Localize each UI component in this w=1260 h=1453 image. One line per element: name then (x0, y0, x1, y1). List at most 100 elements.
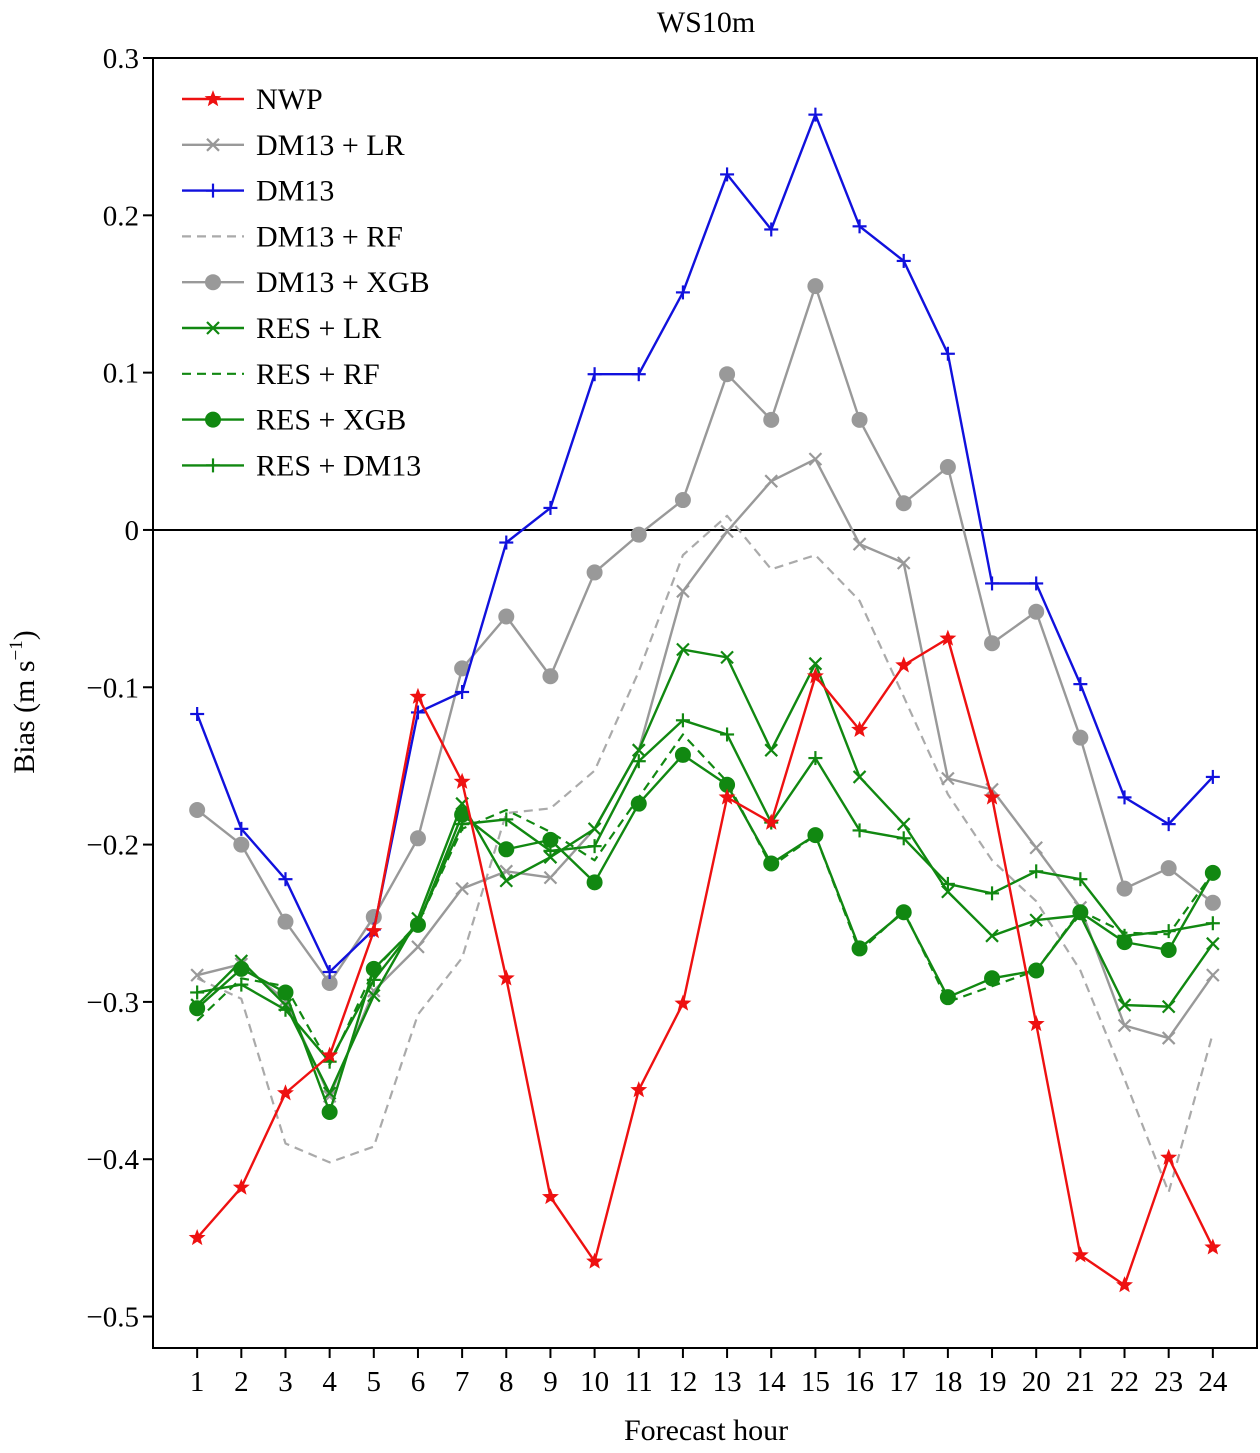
data-point (234, 821, 249, 836)
data-point (321, 1046, 339, 1063)
data-point (940, 876, 955, 891)
data-point (367, 988, 381, 1003)
x-tick-label: 4 (322, 1366, 337, 1398)
data-point (498, 841, 515, 858)
data-point (939, 629, 957, 646)
data-point (983, 788, 1001, 805)
data-point (499, 873, 514, 888)
data-point (676, 584, 690, 599)
data-point (1160, 1148, 1178, 1165)
x-tick-label: 7 (455, 1366, 470, 1398)
data-point (719, 776, 736, 793)
data-point (454, 806, 471, 823)
legend-entry-dm13-rf: DM13 + RF (182, 220, 403, 253)
series-dm13-xgb (189, 278, 1221, 992)
data-point (631, 754, 646, 769)
legend-swatch-marker (204, 90, 222, 107)
data-point (808, 751, 823, 766)
data-point (411, 940, 425, 954)
axes: 0.30.20.10−0.1−0.2−0.3−0.4−0.51 2 3 4 5 6 7 8 9 1… (86, 43, 1227, 1398)
series-dm13-rf (196, 514, 1214, 1194)
data-point (720, 727, 735, 742)
data-point (1204, 864, 1221, 881)
data-point (630, 1081, 648, 1098)
data-point (409, 687, 427, 704)
data-point (852, 770, 867, 784)
data-point (190, 968, 204, 982)
data-point (896, 253, 911, 268)
data-point (808, 656, 823, 671)
legend-label: DM13 + XGB (256, 266, 430, 299)
data-point (984, 635, 1001, 652)
data-point (852, 823, 867, 838)
y-tick-label: −0.5 (86, 1302, 139, 1334)
x-tick-label: 19 (978, 1366, 1007, 1398)
y-tick-label: 0 (125, 515, 140, 547)
data-point (851, 411, 868, 428)
data-point (851, 940, 868, 957)
data-point (455, 684, 470, 699)
legend-swatch-marker (206, 321, 220, 335)
legend-entry-dm13: DM13 (182, 175, 334, 208)
plot-area (153, 107, 1257, 1293)
data-point (941, 771, 955, 786)
data-point (233, 836, 250, 853)
legend-label: DM13 + LR (256, 129, 405, 162)
y-axis-label-main: Bias (m s (8, 660, 41, 773)
data-point (190, 985, 205, 1000)
data-point (587, 839, 602, 854)
x-tick-label: 18 (933, 1366, 962, 1398)
x-tick-label: 11 (625, 1366, 653, 1398)
data-point (586, 1252, 604, 1269)
data-point (278, 872, 293, 887)
legend-label: RES + DM13 (256, 449, 421, 482)
data-point (808, 452, 823, 466)
y-axis-label-unit-exponent: −1 (6, 640, 27, 660)
data-point (674, 994, 692, 1011)
legend-entry-nwp: NWP (182, 83, 323, 116)
x-tick-label: 14 (757, 1366, 787, 1398)
data-point (720, 524, 734, 539)
data-point (232, 1178, 250, 1195)
legend-entry-res-dm13: RES + DM13 (182, 449, 421, 482)
data-point (278, 1002, 293, 1017)
x-tick-label: 13 (713, 1366, 742, 1398)
data-point (410, 705, 425, 720)
data-point (764, 743, 779, 757)
legend-label: DM13 + RF (256, 220, 403, 253)
data-point (675, 713, 690, 728)
legend-label: RES + XGB (256, 404, 406, 437)
data-point (984, 970, 1001, 987)
data-point (587, 822, 602, 836)
data-point (764, 474, 779, 488)
data-point (896, 817, 911, 831)
data-point (1028, 962, 1045, 979)
data-point (941, 885, 955, 899)
series-dm13 (190, 107, 1220, 980)
data-point (322, 965, 337, 980)
x-tick-label: 8 (499, 1366, 514, 1398)
data-point (497, 969, 515, 986)
series-nwp (188, 629, 1222, 1293)
x-tick-label: 20 (1022, 1366, 1051, 1398)
data-point (277, 1084, 294, 1101)
data-point (896, 556, 911, 570)
data-point (631, 367, 646, 382)
data-point (586, 874, 603, 891)
series-line-dm13-xgb (196, 284, 1214, 985)
data-point (1116, 934, 1133, 951)
data-point (1161, 817, 1176, 832)
y-axis-label: Bias (m s−1) (6, 630, 41, 774)
data-point (499, 535, 514, 550)
data-point (499, 812, 514, 827)
data-point (720, 650, 734, 665)
data-point (631, 743, 646, 757)
data-point (674, 492, 691, 509)
x-tick-label: 22 (1110, 1366, 1139, 1398)
data-point (453, 772, 471, 789)
data-point (985, 929, 999, 943)
data-point (1027, 1015, 1045, 1032)
data-point (542, 831, 559, 848)
data-point (985, 576, 1000, 591)
legend-entry-dm13-xgb: DM13 + XGB (182, 266, 430, 299)
